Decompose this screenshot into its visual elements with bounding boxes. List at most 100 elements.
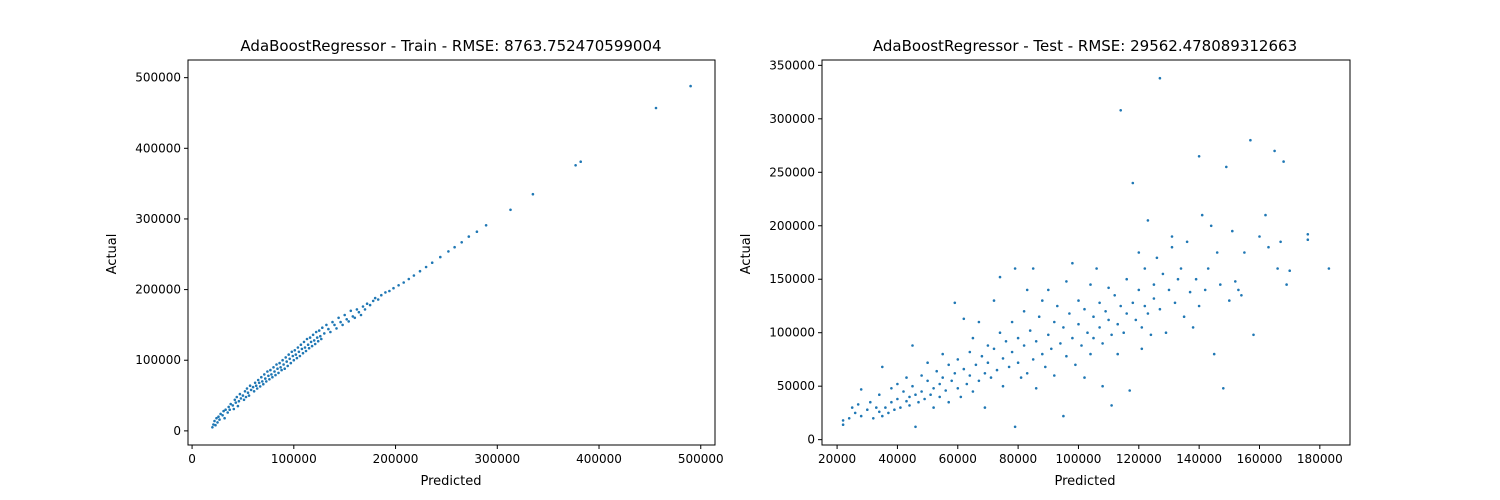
test-data-point [896,382,899,386]
test-data-point [890,400,893,404]
train-data-point [271,375,274,379]
train-data-point [264,377,267,380]
train-data-point [266,370,269,373]
test-data-point [881,365,884,369]
train-data-point [242,398,246,402]
test-y-tick-label: 300000 [769,112,815,126]
train-data-point [267,374,270,378]
test-x-tick-label: 100000 [1056,452,1102,466]
test-data-point [1053,374,1056,377]
train-data-point [363,308,367,311]
train-data-point [353,316,357,320]
test-data-point [1062,326,1065,329]
train-data-point [291,354,295,358]
train-data-point [217,415,220,419]
train-data-point [281,358,284,362]
train-data-point [654,106,658,110]
test-data-point [1013,267,1017,270]
test-data-point [953,301,957,305]
train-data-point [216,421,219,424]
test-data-point [980,354,984,358]
test-plot-title: AdaBoostRegressor - Test - RMSE: 29562.4… [873,37,1297,55]
train-data-point [228,408,231,412]
train-y-tick-label: 300000 [135,212,181,226]
test-data-point [1107,318,1110,322]
train-data-point [376,298,380,301]
train-data-point [263,373,266,376]
test-data-point [932,406,935,409]
train-data-point [214,423,217,427]
test-data-point [977,379,981,383]
test-data-point [878,410,881,414]
train-data-point [302,340,306,344]
test-data-point [1282,160,1285,163]
test-data-point [1264,213,1267,217]
test-data-point [1146,219,1150,222]
test-data-point [1158,307,1162,311]
test-data-point [1037,315,1041,319]
test-data-point [989,376,993,379]
test-data-point [998,275,1002,279]
test-data-point [905,376,908,379]
test-data-point [941,352,944,356]
test-data-point [1053,320,1056,324]
test-data-point [1225,165,1228,169]
train-points [211,84,692,429]
test-data-point [1170,245,1174,249]
train-data-point [327,327,330,331]
train-data-point [275,363,278,366]
test-data-point [926,379,929,383]
train-data-point [296,346,300,349]
test-data-point [1140,326,1144,329]
test-data-point [1092,336,1095,340]
test-data-point [1167,288,1171,292]
train-data-point [293,349,297,352]
train-data-point [306,343,310,347]
train-data-point [430,261,434,265]
train-data-point [235,395,239,399]
test-data-point [920,390,923,393]
test-data-point [1031,267,1035,270]
train-data-point [224,408,227,412]
test-data-point [1161,272,1165,276]
train-data-point [245,387,249,390]
test-data-point [1209,224,1213,228]
test-data-point [1110,404,1113,407]
test-data-point [1185,240,1189,244]
train-data-point [278,361,281,365]
train-data-point [252,390,256,393]
test-data-point [1104,310,1107,313]
test-x-tick-label: 20000 [818,452,856,466]
test-data-point [914,393,917,397]
test-data-point [1288,269,1291,273]
train-y-tick-label: 0 [173,424,181,438]
test-data-point [1119,109,1122,112]
train-data-point [343,313,347,317]
train-data-point [397,284,400,287]
train-data-point [319,334,322,338]
test-x-tick-label: 120000 [1116,452,1162,466]
test-data-point [956,358,960,361]
train-data-point [229,402,232,406]
test-data-point [1110,333,1113,337]
train-data-point [212,423,215,426]
test-data-point [1077,299,1080,302]
train-data-point [368,303,372,307]
test-x-axis-label: Predicted [1054,474,1115,489]
test-data-point [920,374,923,377]
train-data-point [226,411,229,414]
test-data-point [1113,294,1116,297]
test-data-point [853,411,857,415]
test-data-point [1013,425,1017,429]
train-data-point [484,224,488,227]
test-data-point [1034,340,1038,343]
test-data-point [1059,342,1062,345]
test-data-point [947,400,950,404]
test-data-point [905,399,908,403]
train-data-point [321,326,324,330]
test-data-point [890,387,893,390]
test-data-point [923,397,926,401]
test-data-point [992,299,996,302]
train-data-point [265,380,268,383]
test-data-point [908,404,911,407]
